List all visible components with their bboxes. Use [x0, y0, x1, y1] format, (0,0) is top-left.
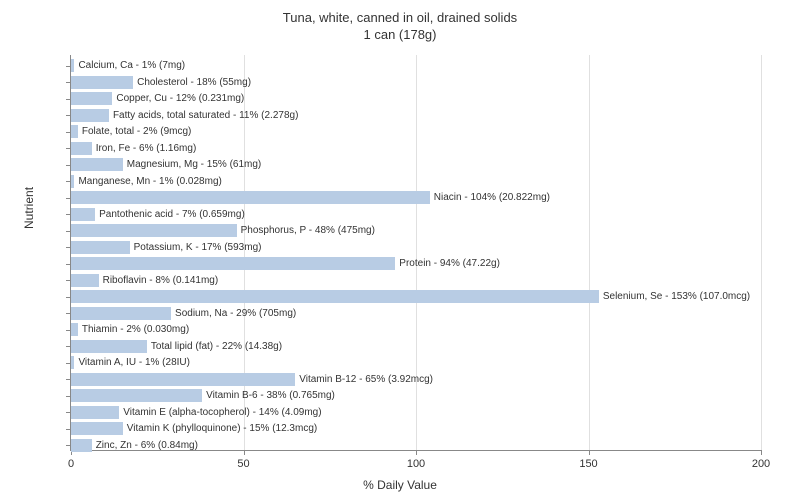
- x-tick-label: 150: [579, 458, 597, 470]
- nutrient-bar: [71, 175, 74, 188]
- bar-row: Magnesium, Mg - 15% (61mg): [71, 158, 761, 171]
- bar-row: Vitamin B-6 - 38% (0.765mg): [71, 389, 761, 402]
- x-tick-label: 200: [752, 458, 770, 470]
- nutrient-bar: [71, 257, 395, 270]
- bar-row: Vitamin A, IU - 1% (28IU): [71, 356, 761, 369]
- plot-area: 050100150200Calcium, Ca - 1% (7mg)Choles…: [70, 55, 761, 451]
- bar-row: Folate, total - 2% (9mcg): [71, 125, 761, 138]
- nutrient-label: Folate, total - 2% (9mcg): [82, 126, 191, 137]
- bar-row: Fatty acids, total saturated - 11% (2.27…: [71, 109, 761, 122]
- nutrient-label: Riboflavin - 8% (0.141mg): [103, 275, 219, 286]
- nutrient-bar: [71, 224, 237, 237]
- x-tick: [761, 450, 762, 455]
- nutrient-bar: [71, 158, 123, 171]
- nutrient-bar: [71, 373, 295, 386]
- bar-row: Sodium, Na - 29% (705mg): [71, 307, 761, 320]
- nutrient-label: Sodium, Na - 29% (705mg): [175, 308, 296, 319]
- nutrient-label: Cholesterol - 18% (55mg): [137, 77, 251, 88]
- bar-row: Vitamin E (alpha-tocopherol) - 14% (4.09…: [71, 406, 761, 419]
- x-tick-label: 0: [68, 458, 74, 470]
- nutrient-label: Copper, Cu - 12% (0.231mg): [116, 93, 244, 104]
- chart-title-line2: 1 can (178g): [0, 27, 800, 44]
- nutrient-label: Fatty acids, total saturated - 11% (2.27…: [113, 110, 298, 121]
- nutrient-bar: [71, 356, 74, 369]
- nutrient-label: Vitamin K (phylloquinone) - 15% (12.3mcg…: [127, 423, 317, 434]
- nutrient-label: Thiamin - 2% (0.030mg): [82, 324, 189, 335]
- x-tick-label: 50: [237, 458, 249, 470]
- bar-row: Manganese, Mn - 1% (0.028mg): [71, 175, 761, 188]
- nutrient-bar: [71, 191, 430, 204]
- nutrient-label: Zinc, Zn - 6% (0.84mg): [96, 440, 198, 451]
- nutrient-bar: [71, 92, 112, 105]
- chart-title-line1: Tuna, white, canned in oil, drained soli…: [0, 10, 800, 27]
- bar-row: Thiamin - 2% (0.030mg): [71, 323, 761, 336]
- bar-row: Total lipid (fat) - 22% (14.38g): [71, 340, 761, 353]
- x-axis-label: % Daily Value: [0, 478, 800, 492]
- nutrient-label: Magnesium, Mg - 15% (61mg): [127, 159, 262, 170]
- bar-row: Calcium, Ca - 1% (7mg): [71, 59, 761, 72]
- nutrient-label: Calcium, Ca - 1% (7mg): [78, 60, 185, 71]
- nutrient-label: Vitamin B-12 - 65% (3.92mcg): [299, 374, 433, 385]
- nutrient-label: Selenium, Se - 153% (107.0mcg): [603, 291, 750, 302]
- bar-row: Niacin - 104% (20.822mg): [71, 191, 761, 204]
- bar-row: Pantothenic acid - 7% (0.659mg): [71, 208, 761, 221]
- gridline: [761, 55, 762, 450]
- bar-row: Vitamin B-12 - 65% (3.92mcg): [71, 373, 761, 386]
- y-axis-label: Nutrient: [22, 187, 36, 229]
- nutrient-bar: [71, 307, 171, 320]
- nutrient-label: Pantothenic acid - 7% (0.659mg): [99, 209, 245, 220]
- nutrient-label: Niacin - 104% (20.822mg): [434, 192, 550, 203]
- nutrient-chart: Tuna, white, canned in oil, drained soli…: [0, 0, 800, 500]
- nutrient-bar: [71, 109, 109, 122]
- chart-title: Tuna, white, canned in oil, drained soli…: [0, 10, 800, 44]
- nutrient-label: Vitamin E (alpha-tocopherol) - 14% (4.09…: [123, 407, 321, 418]
- bar-row: Vitamin K (phylloquinone) - 15% (12.3mcg…: [71, 422, 761, 435]
- bar-row: Zinc, Zn - 6% (0.84mg): [71, 439, 761, 452]
- nutrient-bar: [71, 241, 130, 254]
- nutrient-bar: [71, 406, 119, 419]
- nutrient-label: Iron, Fe - 6% (1.16mg): [96, 143, 197, 154]
- bar-row: Copper, Cu - 12% (0.231mg): [71, 92, 761, 105]
- nutrient-bar: [71, 290, 599, 303]
- nutrient-label: Phosphorus, P - 48% (475mg): [241, 225, 375, 236]
- nutrient-bar: [71, 76, 133, 89]
- nutrient-label: Protein - 94% (47.22g): [399, 258, 500, 269]
- bar-row: Phosphorus, P - 48% (475mg): [71, 224, 761, 237]
- bar-row: Iron, Fe - 6% (1.16mg): [71, 142, 761, 155]
- nutrient-bar: [71, 59, 74, 72]
- nutrient-bar: [71, 389, 202, 402]
- nutrient-bar: [71, 422, 123, 435]
- nutrient-label: Total lipid (fat) - 22% (14.38g): [151, 341, 282, 352]
- nutrient-label: Vitamin B-6 - 38% (0.765mg): [206, 390, 335, 401]
- nutrient-bar: [71, 208, 95, 221]
- x-tick-label: 100: [407, 458, 425, 470]
- nutrient-label: Manganese, Mn - 1% (0.028mg): [78, 176, 221, 187]
- nutrient-bar: [71, 439, 92, 452]
- bar-row: Riboflavin - 8% (0.141mg): [71, 274, 761, 287]
- bar-row: Cholesterol - 18% (55mg): [71, 76, 761, 89]
- nutrient-bar: [71, 142, 92, 155]
- nutrient-bar: [71, 340, 147, 353]
- bar-row: Selenium, Se - 153% (107.0mcg): [71, 290, 761, 303]
- nutrient-bar: [71, 274, 99, 287]
- nutrient-label: Potassium, K - 17% (593mg): [134, 242, 262, 253]
- bar-row: Potassium, K - 17% (593mg): [71, 241, 761, 254]
- bar-row: Protein - 94% (47.22g): [71, 257, 761, 270]
- nutrient-label: Vitamin A, IU - 1% (28IU): [78, 357, 190, 368]
- nutrient-bar: [71, 323, 78, 336]
- nutrient-bar: [71, 125, 78, 138]
